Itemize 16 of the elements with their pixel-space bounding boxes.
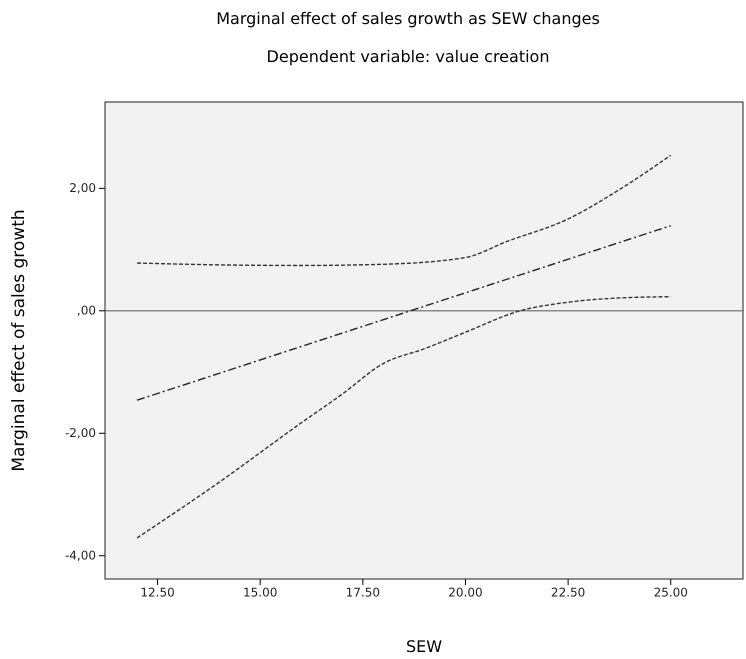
x-tick-label: 12.50 bbox=[140, 586, 175, 600]
y-axis-title: Marginal effect of sales growth bbox=[9, 209, 29, 472]
line-series bbox=[136, 154, 672, 266]
y-tick-label: 2,00 bbox=[69, 181, 96, 196]
chart-title: Marginal effect of sales growth as SEW changes bbox=[216, 9, 600, 28]
x-axis-title: SEW bbox=[406, 637, 442, 656]
x-tick-label: 20.00 bbox=[448, 586, 483, 600]
y-tick-label: ,00 bbox=[76, 304, 96, 318]
y-tick-label: -2,00 bbox=[64, 426, 96, 440]
chart-subtitle: Dependent variable: value creation bbox=[266, 47, 550, 66]
x-tick-label: 22.50 bbox=[550, 586, 586, 600]
x-tick-label: 15.00 bbox=[243, 586, 278, 600]
line-series bbox=[136, 296, 672, 539]
x-tick-label: 17.50 bbox=[346, 586, 380, 600]
y-tick-label: -4,00 bbox=[64, 548, 96, 563]
x-tick-label: 25.00 bbox=[654, 586, 688, 600]
